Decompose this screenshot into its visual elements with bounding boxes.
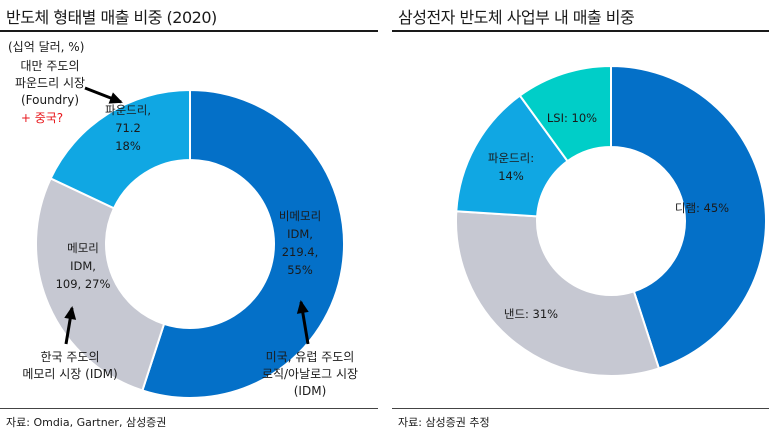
right-donut-chart: 디램: 45% 낸드: 31% 파운드리: 14% LSI: 10% [455, 64, 767, 377]
left-source-note: 자료: Omdia, Gartner, 삼성증권 [6, 416, 167, 429]
memory-arrow [64, 306, 77, 345]
slice-label-lsi: LSI: 10% [547, 111, 597, 125]
slice-label-memory-idm: 메모리 IDM, 109, 27% [56, 241, 111, 291]
slice-label-foundry: 파운드리, 71.2 18% [105, 103, 151, 153]
slice-label-dram: 디램: 45% [675, 201, 729, 215]
right-chart-title: 삼성전자 반도체 사업부 내 매출 비중 [398, 8, 635, 27]
logic-market-note: 미국, 유럽 주도의 로직/아날로그 시장 (IDM) [262, 350, 358, 398]
left-chart-panel: 반도체 형태별 매출 비중 (2020) (십억 달러, %) 비메모리 IDM,… [0, 0, 378, 440]
china-note: + 중국? [21, 111, 63, 125]
foundry-arrow [84, 86, 123, 104]
left-unit-label: (십억 달러, %) [8, 40, 85, 54]
left-donut-chart: 비메모리 IDM, 219.4, 55% 메모리 IDM, 109, 27% 파운드리, 71.… [15, 59, 358, 399]
slice-foundry [49, 88, 191, 210]
right-chart-panel: 삼성전자 반도체 사업부 내 매출 비중 디램: 45% 낸드: 31% 파운드리:… [392, 0, 769, 440]
right-source-rule [392, 408, 769, 409]
memory-market-note: 한국 주도의 메모리 시장 (IDM) [22, 350, 117, 381]
slice-label-non-memory-idm: 비메모리 IDM, 219.4, 55% [279, 209, 321, 277]
foundry-market-note: 대만 주도의 파운드리 시장 (Foundry) [15, 59, 85, 107]
left-source-rule [0, 408, 378, 409]
left-title-rule [0, 30, 378, 32]
right-title-rule [392, 30, 769, 32]
slice-label-foundry: 파운드리: 14% [488, 151, 534, 183]
left-chart-title: 반도체 형태별 매출 비중 (2020) [6, 8, 217, 27]
slice-non-memory-idm [141, 88, 345, 399]
logic-arrow [296, 300, 310, 345]
slice-label-nand: 낸드: 31% [504, 307, 558, 321]
slice-lsi [518, 64, 612, 163]
slice-nand [455, 210, 661, 377]
slice-dram [610, 64, 767, 370]
right-source-note: 자료: 삼성증권 추정 [398, 416, 490, 429]
